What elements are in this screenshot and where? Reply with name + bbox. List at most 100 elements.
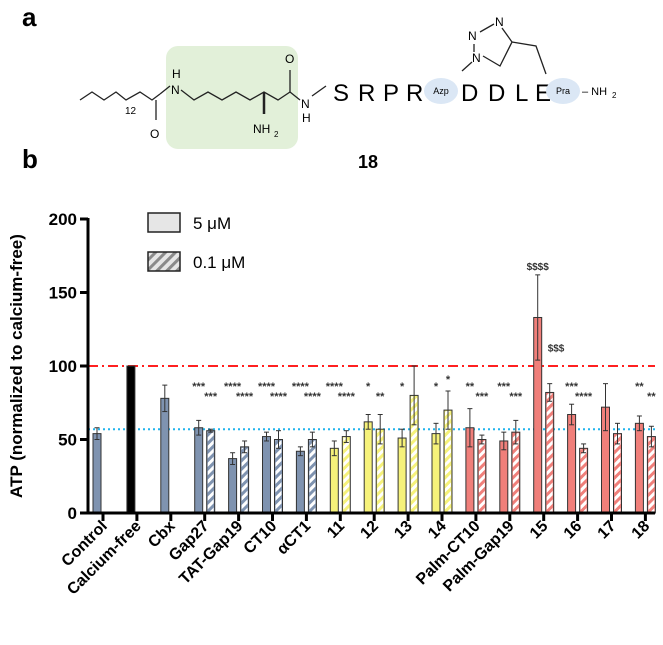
x-tick-label: 12: [357, 518, 382, 543]
pra-bubble: [546, 78, 580, 104]
bar-hatch: [309, 440, 316, 513]
bar-hatch: [478, 440, 485, 513]
nh2-subscript: 2: [274, 130, 279, 139]
significance-label: ****: [292, 381, 310, 393]
atom-n2: N: [301, 97, 310, 111]
residue-r2: R: [406, 80, 423, 107]
panel-label-b: b: [22, 144, 38, 174]
atom-n: N: [171, 83, 180, 97]
residue-pra: Pra: [556, 86, 570, 96]
legend-swatch-5um: [147, 212, 181, 233]
significance-label: $$$$: [527, 262, 550, 273]
bar-high: [295, 450, 305, 514]
bar-hatch: [546, 393, 553, 513]
bar-high: [228, 458, 238, 514]
bar-high: [329, 447, 339, 514]
significance-label: ***: [475, 391, 489, 403]
atom-nh2: NH: [253, 122, 270, 136]
bar-hatch: [207, 431, 214, 513]
bar-high: [363, 421, 373, 514]
residue-s: S: [333, 80, 349, 107]
bar-high: [499, 440, 509, 514]
y-tick-label: 200: [49, 210, 77, 229]
legend: 5 μM 0.1 μM: [147, 212, 245, 272]
x-tick-label: αCT1: [274, 518, 314, 558]
x-tick-label: 14: [425, 518, 450, 543]
significance-label: *: [366, 381, 371, 393]
triazole-n2: N: [468, 29, 477, 43]
significance-label: ****: [258, 381, 276, 393]
bar-hatch: [580, 449, 587, 513]
c-terminal-subscript: 2: [612, 91, 617, 100]
bar-hatch: [512, 433, 519, 513]
x-tick-label: 13: [391, 518, 416, 543]
significance-label: ****: [224, 381, 242, 393]
atom-o2: O: [285, 52, 294, 66]
significance-label: **: [635, 381, 644, 393]
legend-label-5um: 5 μM: [193, 214, 231, 233]
significance-label: ***: [509, 391, 523, 403]
significance-label: **: [466, 381, 475, 393]
significance-label: **: [376, 391, 385, 403]
x-tick-label: CT10: [241, 518, 281, 558]
residue-l: L: [515, 80, 528, 107]
chemical-structure: 12 O N H NH 2 O N H S R P R Azp D D L E …: [79, 15, 617, 149]
x-tick-label: 11: [324, 518, 348, 542]
bar-high: [92, 433, 102, 514]
bar-high: [567, 414, 577, 514]
bar-hatch: [241, 447, 248, 513]
y-tick-label: 50: [58, 431, 77, 450]
significance-label: ****: [236, 391, 254, 403]
x-tick-label: 18: [629, 518, 654, 543]
azp-bubble: [424, 78, 458, 104]
triazole-n1: N: [472, 51, 481, 65]
bar-high: [397, 437, 407, 514]
y-tick-label: 150: [49, 284, 77, 303]
residue-p: P: [383, 80, 399, 107]
atom-h2: H: [302, 111, 311, 125]
residue-r: R: [358, 80, 375, 107]
panel-label-a: a: [22, 2, 37, 32]
legend-swatch-0.1um: [147, 251, 181, 272]
significance-label: $$$: [548, 343, 565, 354]
significance-label: ***: [204, 391, 218, 403]
significance-label: ****: [338, 391, 356, 403]
significance-label: *: [446, 374, 451, 386]
atom-h: H: [172, 67, 181, 81]
significance-label: *: [434, 381, 439, 393]
bar-high: [126, 365, 136, 514]
x-tick-label: 16: [561, 518, 586, 543]
residue-d2: D: [488, 80, 505, 107]
triazole-n3: N: [495, 15, 504, 29]
bar-hatch: [343, 437, 350, 513]
y-axis-label: ATP (normalized to calcium-free): [7, 234, 26, 498]
bar-high: [160, 397, 170, 514]
atom-o: O: [150, 127, 159, 141]
significance-label: **: [647, 391, 656, 403]
x-tick-label: 17: [595, 518, 620, 543]
significance-label: ***: [497, 381, 511, 393]
bar-high: [194, 427, 204, 514]
bar-hatch: [275, 440, 282, 513]
y-tick-label: 100: [49, 357, 77, 376]
c-terminal-amide: – NH: [582, 86, 607, 98]
significance-label: ****: [575, 391, 593, 403]
bar-hatch: [445, 411, 451, 513]
lysine-highlight: [166, 46, 298, 149]
significance-label: ****: [304, 391, 322, 403]
legend-label-0.1um: 0.1 μM: [193, 253, 245, 272]
residue-d: D: [461, 80, 478, 107]
significance-label: ****: [270, 391, 288, 403]
bar-hatch: [411, 396, 418, 513]
bar-high: [431, 433, 441, 514]
chain-repeat-label: 12: [125, 106, 137, 117]
significance-label: ***: [192, 381, 206, 393]
residue-azp: Azp: [433, 86, 449, 96]
significance-label: *: [400, 381, 405, 393]
bar-hatch: [377, 430, 384, 513]
chart-title: 18: [358, 152, 378, 172]
significance-label: ***: [565, 381, 579, 393]
y-tick-label: 0: [68, 504, 77, 523]
